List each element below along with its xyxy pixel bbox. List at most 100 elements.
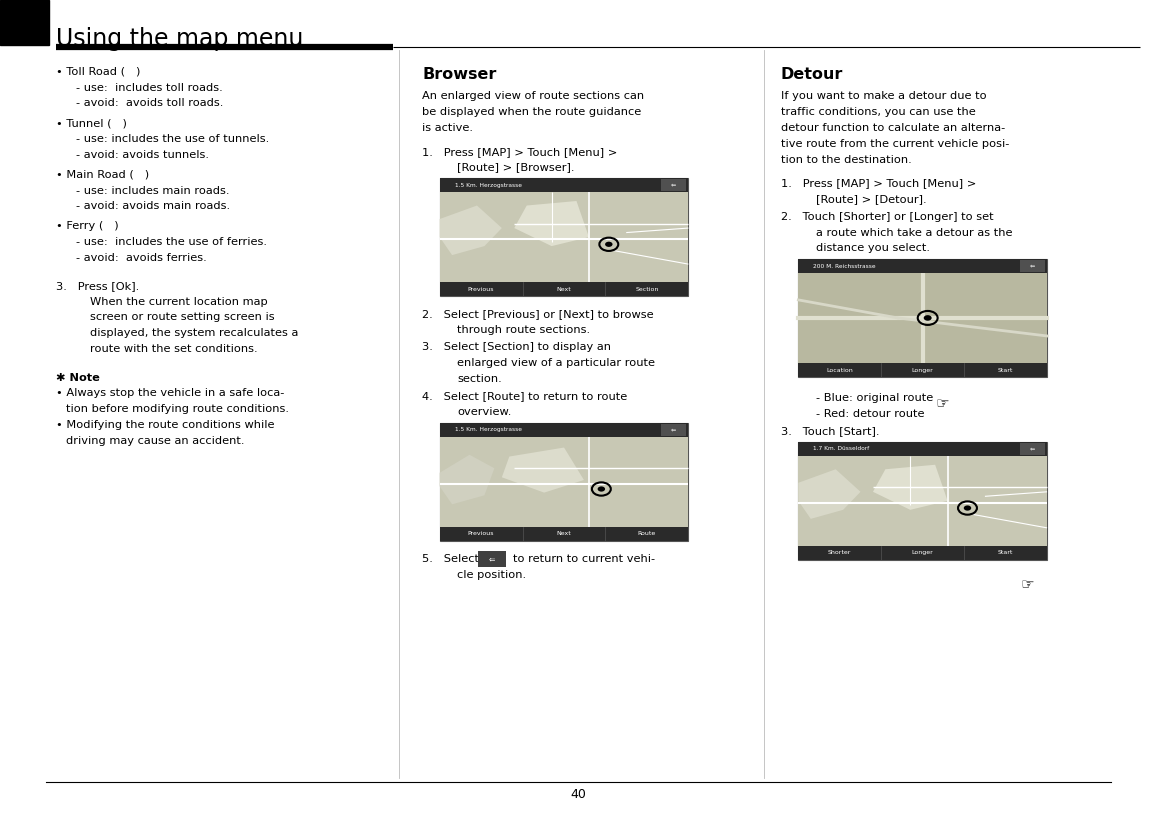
Text: is active.: is active. xyxy=(422,123,473,133)
Circle shape xyxy=(598,486,605,492)
Text: 200 M. Reichsstrasse: 200 M. Reichsstrasse xyxy=(813,263,876,268)
Text: a route which take a detour as the: a route which take a detour as the xyxy=(816,228,1012,237)
Text: 1.5 Km. Herzogstrasse: 1.5 Km. Herzogstrasse xyxy=(455,428,522,433)
Circle shape xyxy=(964,506,971,511)
Circle shape xyxy=(605,241,612,247)
Text: - Blue: original route: - Blue: original route xyxy=(816,393,933,403)
Text: through route sections.: through route sections. xyxy=(457,325,590,335)
Text: 40: 40 xyxy=(570,788,587,801)
Bar xyxy=(440,423,688,437)
Bar xyxy=(798,442,1047,560)
Polygon shape xyxy=(502,447,584,493)
Text: [Route] > [Browser].: [Route] > [Browser]. xyxy=(457,163,575,172)
Bar xyxy=(478,551,506,567)
Text: 1.7 Km. Düsseldorf: 1.7 Km. Düsseldorf xyxy=(813,446,870,451)
Text: Section: Section xyxy=(635,287,658,292)
Bar xyxy=(661,424,686,436)
Text: Start: Start xyxy=(998,367,1014,372)
Text: tive route from the current vehicle posi-: tive route from the current vehicle posi… xyxy=(781,139,1009,149)
Bar xyxy=(440,437,688,527)
Bar xyxy=(798,259,1047,273)
Text: tion to the destination.: tion to the destination. xyxy=(781,154,912,165)
Text: • Tunnel (   ): • Tunnel ( ) xyxy=(56,118,126,128)
Polygon shape xyxy=(798,469,861,519)
Text: When the current location map: When the current location map xyxy=(90,297,268,307)
Text: section.: section. xyxy=(457,374,502,384)
Bar xyxy=(798,273,1047,363)
Bar xyxy=(440,178,688,192)
Text: Longer: Longer xyxy=(912,367,934,372)
Bar xyxy=(440,423,688,541)
Text: Longer: Longer xyxy=(912,550,934,555)
Text: Shorter: Shorter xyxy=(828,550,852,555)
Text: - avoid: avoids main roads.: - avoid: avoids main roads. xyxy=(76,202,230,211)
Text: overview.: overview. xyxy=(457,407,511,417)
Polygon shape xyxy=(515,201,589,246)
Text: An enlarged view of route sections can: An enlarged view of route sections can xyxy=(422,91,644,102)
Text: ✱ Note: ✱ Note xyxy=(56,372,100,383)
Text: - avoid: avoids tunnels.: - avoid: avoids tunnels. xyxy=(76,150,209,160)
Text: 1.   Press [MAP] > Touch [Menu] >: 1. Press [MAP] > Touch [Menu] > xyxy=(781,178,977,189)
Text: Route: Route xyxy=(638,532,656,537)
Text: • Ferry (   ): • Ferry ( ) xyxy=(56,221,118,231)
Text: • Modifying the route conditions while: • Modifying the route conditions while xyxy=(56,420,274,430)
Text: ⇐: ⇐ xyxy=(671,428,676,433)
Text: 2.   Touch [Shorter] or [Longer] to set: 2. Touch [Shorter] or [Longer] to set xyxy=(781,211,994,222)
Text: 1.5 Km. Herzogstrasse: 1.5 Km. Herzogstrasse xyxy=(455,183,522,188)
Text: ⇐: ⇐ xyxy=(1030,263,1034,268)
Bar xyxy=(798,259,1047,377)
Text: ⇐: ⇐ xyxy=(488,554,495,563)
Text: Next: Next xyxy=(557,532,572,537)
Text: Start: Start xyxy=(998,550,1014,555)
Text: distance you select.: distance you select. xyxy=(816,243,930,254)
Text: - use:  includes the use of ferries.: - use: includes the use of ferries. xyxy=(76,237,267,247)
Bar xyxy=(798,363,1047,377)
Circle shape xyxy=(923,315,931,321)
Text: Previous: Previous xyxy=(467,287,494,292)
Text: - avoid:  avoids toll roads.: - avoid: avoids toll roads. xyxy=(76,98,223,108)
Text: be displayed when the route guidance: be displayed when the route guidance xyxy=(422,107,641,117)
Polygon shape xyxy=(440,206,502,255)
Text: • Always stop the vehicle in a safe loca-: • Always stop the vehicle in a safe loca… xyxy=(56,389,283,398)
Text: - Red: detour route: - Red: detour route xyxy=(816,409,924,419)
Bar xyxy=(440,282,688,296)
Text: Browser: Browser xyxy=(422,67,496,81)
Bar xyxy=(798,456,1047,546)
Text: Using the map menu: Using the map menu xyxy=(56,27,303,51)
Text: - use:  includes toll roads.: - use: includes toll roads. xyxy=(76,83,223,93)
Text: displayed, the system recalculates a: displayed, the system recalculates a xyxy=(90,328,299,338)
Text: [Route] > [Detour].: [Route] > [Detour]. xyxy=(816,194,927,204)
Bar xyxy=(440,192,688,282)
Text: tion before modifying route conditions.: tion before modifying route conditions. xyxy=(66,404,289,415)
Text: - use: includes main roads.: - use: includes main roads. xyxy=(76,185,230,196)
Text: ☞: ☞ xyxy=(936,396,950,411)
Text: traffic conditions, you can use the: traffic conditions, you can use the xyxy=(781,107,975,117)
Text: cle position.: cle position. xyxy=(457,570,526,580)
Bar xyxy=(798,273,1047,363)
Text: Next: Next xyxy=(557,287,572,292)
Polygon shape xyxy=(440,454,494,504)
Text: 2.   Select [Previous] or [Next] to browse: 2. Select [Previous] or [Next] to browse xyxy=(422,309,654,319)
Text: ⇐: ⇐ xyxy=(1030,446,1034,451)
Text: • Toll Road (   ): • Toll Road ( ) xyxy=(56,67,140,76)
Text: 5.   Select: 5. Select xyxy=(422,554,479,563)
Bar xyxy=(1019,260,1045,272)
Text: 3.   Select [Section] to display an: 3. Select [Section] to display an xyxy=(422,342,611,352)
Text: ⇐: ⇐ xyxy=(671,183,676,188)
Text: screen or route setting screen is: screen or route setting screen is xyxy=(90,312,275,323)
Polygon shape xyxy=(874,465,948,510)
Bar xyxy=(798,442,1047,456)
Text: 3.   Touch [Start].: 3. Touch [Start]. xyxy=(781,426,879,437)
Text: route with the set conditions.: route with the set conditions. xyxy=(90,344,258,354)
Bar xyxy=(661,180,686,191)
Bar xyxy=(440,527,688,541)
Text: Detour: Detour xyxy=(781,67,843,81)
Text: driving may cause an accident.: driving may cause an accident. xyxy=(66,436,244,446)
Text: detour function to calculate an alterna-: detour function to calculate an alterna- xyxy=(781,123,1005,133)
Text: Location: Location xyxy=(826,367,853,372)
Bar xyxy=(798,546,1047,560)
Text: ☞: ☞ xyxy=(1020,577,1034,593)
Text: to return to current vehi-: to return to current vehi- xyxy=(513,554,655,563)
Text: • Main Road (   ): • Main Road ( ) xyxy=(56,170,148,180)
Bar xyxy=(1019,443,1045,454)
